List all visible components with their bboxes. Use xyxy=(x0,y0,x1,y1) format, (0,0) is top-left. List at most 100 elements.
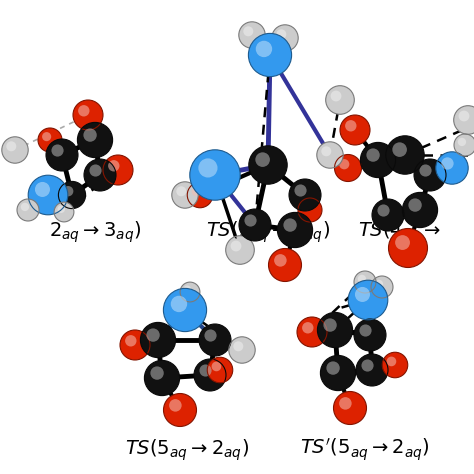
Circle shape xyxy=(249,146,287,184)
Circle shape xyxy=(289,179,321,211)
Circle shape xyxy=(382,352,408,378)
Circle shape xyxy=(233,341,243,351)
Circle shape xyxy=(28,175,68,215)
Text: $TS(5_{aq}{\rightarrow}2_{aq})$: $TS(5_{aq}{\rightarrow}2_{aq})$ xyxy=(125,437,249,463)
Circle shape xyxy=(268,248,301,282)
Circle shape xyxy=(358,275,366,283)
Circle shape xyxy=(103,155,133,185)
Circle shape xyxy=(327,361,340,375)
Circle shape xyxy=(372,199,404,231)
Circle shape xyxy=(302,322,313,334)
Circle shape xyxy=(58,182,86,209)
Circle shape xyxy=(339,397,352,410)
Circle shape xyxy=(356,354,388,386)
Circle shape xyxy=(386,136,424,174)
Circle shape xyxy=(120,330,150,360)
Circle shape xyxy=(419,164,432,177)
Circle shape xyxy=(83,128,97,142)
Circle shape xyxy=(414,159,446,191)
Circle shape xyxy=(183,285,191,293)
Circle shape xyxy=(35,182,50,197)
Circle shape xyxy=(190,150,240,200)
Circle shape xyxy=(458,138,466,146)
Circle shape xyxy=(326,86,354,114)
Text: $TS(4_{aq}{\rightarrow}$: $TS(4_{aq}{\rightarrow}$ xyxy=(358,219,442,245)
Circle shape xyxy=(454,106,474,134)
Circle shape xyxy=(176,186,186,196)
Circle shape xyxy=(277,212,312,247)
Circle shape xyxy=(230,241,241,251)
Circle shape xyxy=(52,145,64,156)
Text: $2_{aq}{\rightarrow}3_{aq})$: $2_{aq}{\rightarrow}3_{aq})$ xyxy=(49,219,141,245)
Circle shape xyxy=(73,100,103,130)
Circle shape xyxy=(239,22,265,48)
Circle shape xyxy=(274,254,287,267)
Circle shape xyxy=(294,184,307,197)
Circle shape xyxy=(395,235,410,250)
Circle shape xyxy=(171,296,187,312)
Circle shape xyxy=(317,142,343,168)
Circle shape xyxy=(330,91,341,101)
Circle shape xyxy=(355,287,370,302)
Circle shape xyxy=(283,219,297,232)
Circle shape xyxy=(21,203,29,211)
Circle shape xyxy=(392,142,407,157)
Circle shape xyxy=(187,182,213,208)
Circle shape xyxy=(348,280,388,320)
Circle shape xyxy=(200,365,211,377)
Circle shape xyxy=(239,209,271,241)
Circle shape xyxy=(226,236,254,264)
Circle shape xyxy=(191,187,201,196)
Circle shape xyxy=(371,276,393,298)
Circle shape xyxy=(454,134,474,156)
Circle shape xyxy=(360,142,396,178)
Circle shape xyxy=(354,271,376,293)
Circle shape xyxy=(108,160,119,172)
Circle shape xyxy=(164,288,207,332)
Circle shape xyxy=(297,317,327,347)
Circle shape xyxy=(164,393,197,427)
Circle shape xyxy=(172,182,198,208)
Circle shape xyxy=(211,362,221,371)
Circle shape xyxy=(409,199,422,212)
Circle shape xyxy=(340,115,370,145)
Circle shape xyxy=(302,202,311,211)
Circle shape xyxy=(366,148,380,162)
Circle shape xyxy=(6,141,16,151)
Circle shape xyxy=(169,399,182,411)
Circle shape xyxy=(248,33,292,77)
Circle shape xyxy=(84,159,116,191)
Circle shape xyxy=(377,204,390,217)
Circle shape xyxy=(362,359,374,372)
Circle shape xyxy=(146,328,160,342)
Text: $TS'(5_{aq}{\rightarrow}2_{aq})$: $TS'(5_{aq}{\rightarrow}2_{aq})$ xyxy=(300,437,430,463)
Circle shape xyxy=(140,322,175,357)
Circle shape xyxy=(345,120,356,131)
Circle shape xyxy=(207,357,233,383)
Circle shape xyxy=(389,228,428,267)
Circle shape xyxy=(323,319,337,332)
Circle shape xyxy=(441,157,454,170)
Circle shape xyxy=(204,329,217,342)
Text: $TS(1_{aq}{\rightarrow}4_{aq})$: $TS(1_{aq}{\rightarrow}4_{aq})$ xyxy=(206,219,330,245)
Circle shape xyxy=(38,128,62,152)
Circle shape xyxy=(199,324,231,356)
Circle shape xyxy=(42,132,51,141)
Circle shape xyxy=(339,159,349,169)
Circle shape xyxy=(180,282,200,302)
Circle shape xyxy=(436,152,468,184)
Circle shape xyxy=(46,139,78,171)
Circle shape xyxy=(387,356,396,366)
Circle shape xyxy=(78,105,90,117)
Circle shape xyxy=(272,25,298,51)
Circle shape xyxy=(245,214,256,227)
Circle shape xyxy=(255,152,270,167)
Circle shape xyxy=(90,164,101,177)
Circle shape xyxy=(77,122,113,157)
Circle shape xyxy=(334,392,366,425)
Circle shape xyxy=(194,359,226,391)
Circle shape xyxy=(57,205,65,213)
Circle shape xyxy=(198,158,218,178)
Circle shape xyxy=(321,146,331,156)
Circle shape xyxy=(243,26,253,36)
